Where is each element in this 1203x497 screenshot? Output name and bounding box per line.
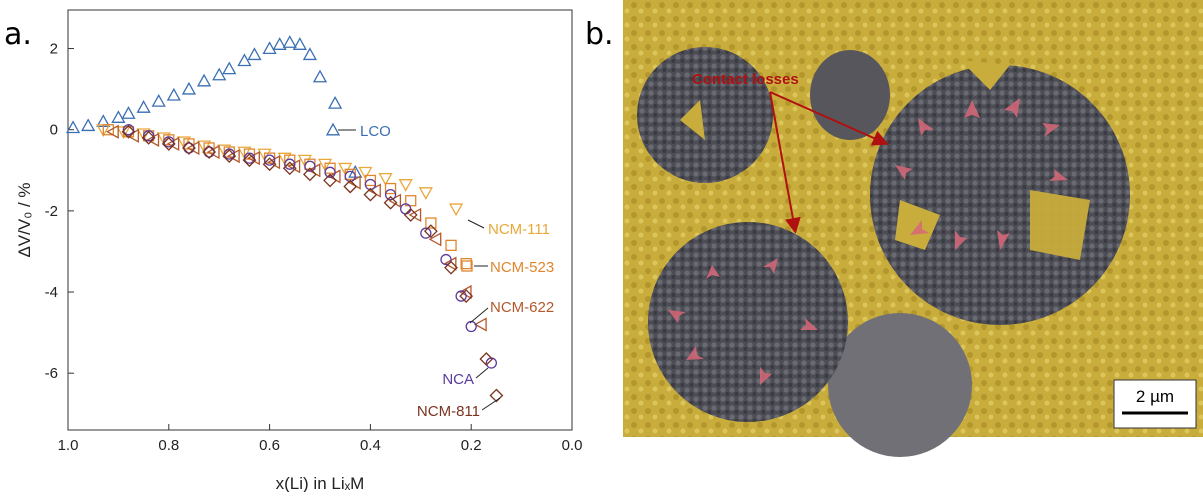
plot-frame: [68, 10, 572, 430]
scale-bar-label: 2 µm: [1136, 387, 1174, 406]
point: [122, 107, 134, 118]
leader-line: [470, 308, 488, 323]
point: [426, 218, 436, 228]
series-label: LCO: [360, 123, 391, 140]
point: [450, 204, 462, 215]
legend-marker: [462, 261, 472, 271]
series-label: NCA: [442, 371, 474, 388]
y-tick-label: 0: [50, 122, 58, 139]
point: [183, 83, 195, 94]
point: [168, 89, 180, 100]
series-label: NCM-622: [490, 299, 554, 316]
x-axis-label: x(Li) in LiₓM: [276, 474, 365, 492]
point: [284, 36, 296, 47]
y-tick-label: 2: [50, 41, 58, 58]
legend-marker: [327, 124, 339, 135]
point: [386, 190, 396, 200]
point: [248, 49, 260, 60]
point: [466, 322, 476, 332]
point: [198, 75, 210, 86]
x-tick-label: 0.2: [461, 437, 482, 454]
y-tick-label: -6: [45, 365, 58, 382]
sem-image: Contact losses 2 µm: [623, 0, 1203, 457]
point: [420, 188, 432, 199]
point: [82, 120, 94, 131]
x-tick-label: 0.6: [259, 437, 280, 454]
point: [461, 259, 471, 269]
point: [410, 209, 421, 221]
series-label: NCM-811: [417, 403, 480, 420]
point: [67, 122, 79, 133]
x-tick-label: 0.4: [360, 437, 381, 454]
point: [238, 55, 250, 66]
point: [304, 49, 316, 60]
point: [329, 97, 341, 108]
x-tick-label: 0.0: [562, 437, 583, 454]
y-axis-label: ΔV/V₀ / %: [15, 182, 34, 257]
point: [213, 69, 225, 80]
point: [475, 318, 486, 330]
point: [380, 174, 392, 185]
leader-line: [468, 220, 484, 228]
point: [153, 95, 165, 106]
panel-label: a.: [4, 17, 32, 52]
series-label: NCM-523: [490, 259, 554, 276]
point: [430, 233, 441, 245]
leader-line: [476, 368, 488, 378]
figure: a. b. 1.0 0.8 0.6 0.4 0.2 0.0 2 0 -2 -4 -6 x(Li) in…: [0, 0, 1203, 492]
point: [400, 180, 412, 191]
y-tick-label: -4: [45, 284, 58, 301]
x-tick-label: 0.8: [158, 437, 179, 454]
leader-line: [482, 398, 500, 410]
y-tick-label: -2: [45, 203, 58, 220]
plot: 1.0 0.8 0.6 0.4 0.2 0.0 2 0 -2 -4 -6 x(Li) in LiₓM Δ…: [15, 36, 582, 492]
panel-label: b.: [585, 17, 614, 52]
point: [446, 240, 456, 250]
point: [138, 101, 150, 112]
annotation: Contact losses: [692, 71, 799, 88]
series-label: NCM-111: [488, 221, 550, 238]
point: [223, 63, 235, 74]
point: [490, 390, 502, 402]
x-tick-label: 1.0: [58, 437, 79, 454]
point: [314, 71, 326, 82]
